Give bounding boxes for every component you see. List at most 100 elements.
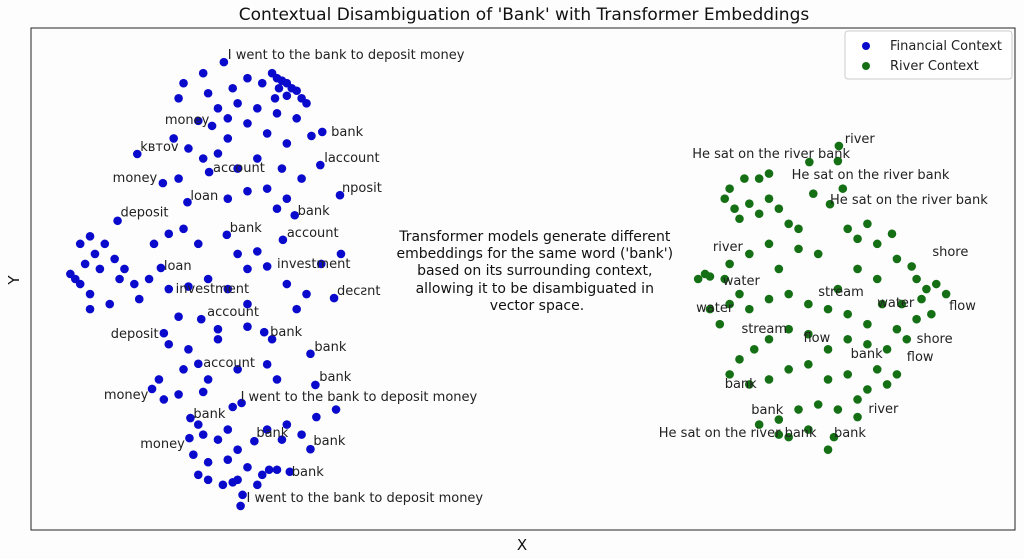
financial-point xyxy=(292,114,301,123)
financial-point xyxy=(203,88,213,98)
river-point xyxy=(774,264,784,274)
financial-point xyxy=(243,462,252,472)
point-label: bank xyxy=(314,340,346,355)
point-label: investment xyxy=(277,257,350,272)
financial-point xyxy=(115,274,124,284)
financial-point xyxy=(85,232,95,241)
financial-point xyxy=(189,450,198,460)
financial-point xyxy=(219,57,229,67)
river-point xyxy=(784,432,793,442)
river-point xyxy=(897,299,907,309)
river-point xyxy=(735,355,744,364)
financial-point xyxy=(277,435,287,444)
financial-point xyxy=(185,433,194,443)
financial-point xyxy=(282,194,292,203)
financial-point xyxy=(105,299,115,309)
river-point xyxy=(764,375,774,384)
financial-point xyxy=(267,334,277,344)
financial-point xyxy=(75,239,85,249)
financial-point xyxy=(203,457,213,467)
point-label: deposit xyxy=(111,327,159,342)
river-point xyxy=(764,294,774,304)
legend: Financial Context River Context xyxy=(844,30,1013,80)
river-point xyxy=(774,430,784,439)
annotation-line: based on its surrounding context, xyxy=(417,263,652,279)
financial-point xyxy=(147,384,157,394)
financial-point xyxy=(66,269,75,279)
river-point xyxy=(774,415,784,424)
river-point xyxy=(764,334,774,344)
financial-point xyxy=(259,327,269,337)
financial-point xyxy=(198,154,208,163)
financial-point xyxy=(164,229,174,239)
financial-point xyxy=(292,86,301,96)
point-label: bank xyxy=(751,403,783,418)
financial-point xyxy=(179,224,188,234)
financial-point xyxy=(132,149,142,159)
financial-point xyxy=(174,174,183,183)
river-point xyxy=(863,385,872,394)
financial-point xyxy=(228,402,238,412)
financial-point xyxy=(277,164,287,173)
financial-point xyxy=(223,284,233,294)
financial-point xyxy=(184,344,193,354)
point-label: decƨnt xyxy=(337,284,381,299)
legend-marker-financial xyxy=(862,42,870,50)
river-point xyxy=(922,284,931,294)
point-label: He sat on the river bank xyxy=(692,147,850,162)
river-point xyxy=(784,289,793,299)
financial-point xyxy=(233,365,242,374)
financial-point xyxy=(120,264,129,274)
financial-point xyxy=(222,230,232,240)
financial-point xyxy=(203,475,213,485)
financial-point xyxy=(223,425,233,434)
point-label: stream xyxy=(818,285,864,300)
financial-point xyxy=(130,279,139,289)
river-point xyxy=(863,219,872,229)
river-point xyxy=(740,174,749,183)
river-point xyxy=(725,259,734,269)
river-point xyxy=(725,184,734,193)
financial-point xyxy=(238,490,247,500)
financial-point xyxy=(85,289,95,299)
point-labels: I went to the bank to deposit money money… xyxy=(104,48,988,506)
river-point xyxy=(863,319,872,329)
financial-point xyxy=(243,119,252,128)
river-point xyxy=(843,334,853,344)
river-point xyxy=(764,169,774,178)
point-label: I went to the bank to deposit money xyxy=(228,48,465,63)
annotation-line: allowing it to be disambiguated in xyxy=(416,281,654,297)
river-point xyxy=(794,244,803,254)
point-label: flow xyxy=(803,331,830,346)
river-point xyxy=(823,375,833,384)
financial-point xyxy=(306,349,315,359)
financial-point xyxy=(282,139,292,148)
point-label: loan xyxy=(164,259,192,274)
legend-label-river: River Context xyxy=(890,59,979,74)
river-point xyxy=(805,157,814,167)
financial-point xyxy=(243,264,252,274)
financial-point xyxy=(272,109,282,118)
point-label: stream xyxy=(741,322,787,337)
point-label: bank xyxy=(256,426,288,441)
financial-point xyxy=(90,249,100,259)
financial-point xyxy=(110,254,119,264)
financial-point xyxy=(174,390,183,399)
point-label: bank xyxy=(851,347,883,362)
river-point xyxy=(823,344,833,354)
river-point xyxy=(917,294,926,304)
point-label: flow xyxy=(949,299,976,314)
financial-point xyxy=(193,420,203,429)
financial-point xyxy=(306,444,315,454)
river-point xyxy=(749,344,759,354)
financial-point xyxy=(223,455,233,465)
financial-point xyxy=(329,293,339,303)
river-point xyxy=(877,299,887,309)
point-label: water xyxy=(877,296,915,311)
point-label: investment xyxy=(176,282,249,297)
financial-point xyxy=(179,365,188,374)
river-point xyxy=(843,370,853,379)
point-label: river xyxy=(845,132,876,147)
financial-point xyxy=(80,259,90,269)
river-point xyxy=(735,289,744,299)
